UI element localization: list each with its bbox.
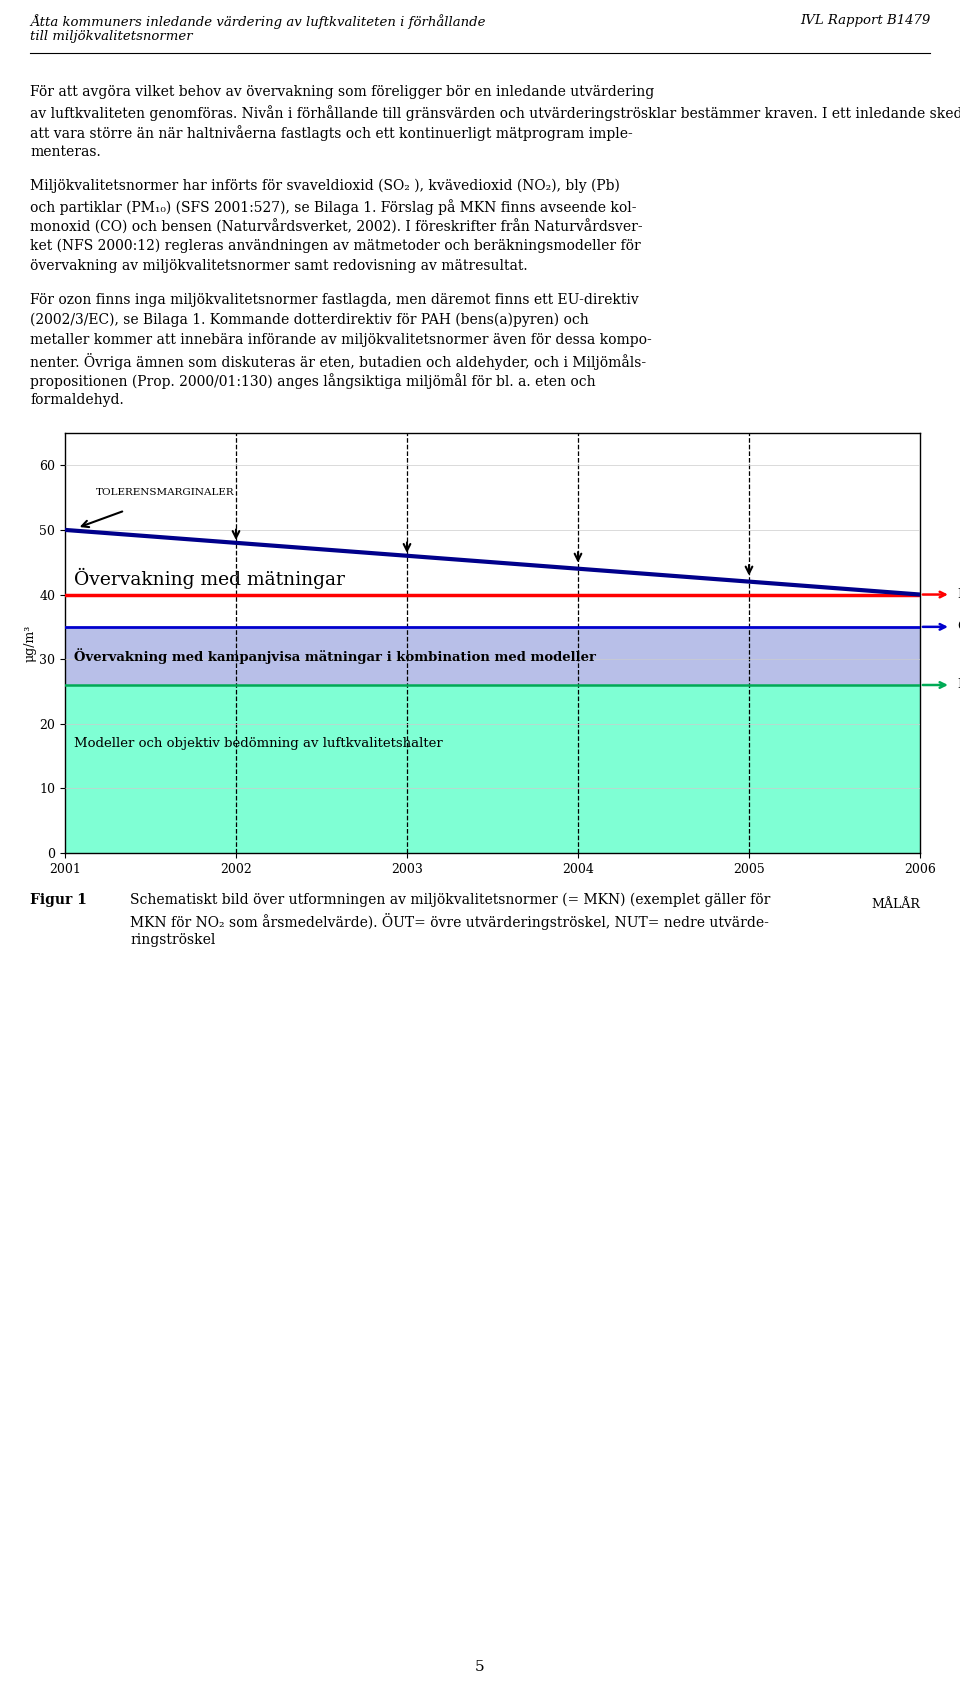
Text: (2002/3/EC), se Bilaga 1. Kommande dotterdirektiv för PAH (bens(a)pyren) och: (2002/3/EC), se Bilaga 1. Kommande dotte… (30, 314, 588, 327)
Text: ringströskel: ringströskel (130, 933, 215, 946)
Text: Åtta kommuners inledande värdering av luftkvaliteten i förhållande: Åtta kommuners inledande värdering av lu… (30, 14, 486, 29)
Text: menteras.: menteras. (30, 144, 101, 159)
Y-axis label: μg/m³: μg/m³ (23, 624, 36, 661)
Text: NUT: NUT (958, 678, 960, 692)
Text: till miljökvalitetsnormer: till miljökvalitetsnormer (30, 31, 193, 42)
Text: Modeller och objektiv bedömning av luftkvalitetshalter: Modeller och objektiv bedömning av luftk… (74, 736, 443, 750)
Text: För att avgöra vilket behov av övervakning som föreligger bör en inledande utvär: För att avgöra vilket behov av övervakni… (30, 85, 655, 98)
Text: ket (NFS 2000:12) regleras användningen av mätmetoder och beräkningsmodeller för: ket (NFS 2000:12) regleras användningen … (30, 239, 640, 253)
Text: Miljökvalitetsnormer har införts för svaveldioxid (SO₂ ), kvävedioxid (NO₂), bly: Miljökvalitetsnormer har införts för sva… (30, 180, 620, 193)
Text: IVL Rapport B1479: IVL Rapport B1479 (800, 14, 930, 27)
Text: MÅLÅR: MÅLÅR (871, 899, 920, 911)
Text: Figur 1: Figur 1 (30, 894, 86, 907)
Text: TOLERENSMARGINALER: TOLERENSMARGINALER (96, 488, 234, 497)
Text: metaller kommer att innebära införande av miljökvalitetsnormer även för dessa ko: metaller kommer att innebära införande a… (30, 332, 652, 348)
Text: 5: 5 (475, 1660, 485, 1674)
Text: av luftkvaliteten genomföras. Nivån i förhållande till gränsvärden och utvärderi: av luftkvaliteten genomföras. Nivån i fö… (30, 105, 960, 120)
Text: nenter. Övriga ämnen som diskuteras är eten, butadien och aldehyder, och i Miljö: nenter. Övriga ämnen som diskuteras är e… (30, 353, 646, 370)
Text: propositionen (Prop. 2000/01:130) anges långsiktiga miljömål för bl. a. eten och: propositionen (Prop. 2000/01:130) anges … (30, 373, 595, 388)
Text: Övervakning med kampanjvisa mätningar i kombination med modeller: Övervakning med kampanjvisa mätningar i … (74, 648, 595, 663)
Text: att vara större än när haltnivåerna fastlagts och ett kontinuerligt mätprogram i: att vara större än när haltnivåerna fast… (30, 126, 633, 141)
Text: och partiklar (PM₁₀) (SFS 2001:527), se Bilaga 1. Förslag på MKN finns avseende : och partiklar (PM₁₀) (SFS 2001:527), se … (30, 198, 636, 215)
Text: formaldehyd.: formaldehyd. (30, 393, 124, 407)
Text: monoxid (CO) och bensen (Naturvårdsverket, 2002). I föreskrifter från Naturvårds: monoxid (CO) och bensen (Naturvårdsverke… (30, 219, 642, 234)
Text: MKN: MKN (958, 589, 960, 600)
Text: ÖUT: ÖUT (958, 621, 960, 633)
Text: Schematiskt bild över utformningen av miljökvalitetsnormer (= MKN) (exemplet gäl: Schematiskt bild över utformningen av mi… (130, 894, 770, 907)
Text: övervakning av miljökvalitetsnormer samt redovisning av mätresultat.: övervakning av miljökvalitetsnormer samt… (30, 259, 528, 273)
Text: MKN för NO₂ som årsmedelvärde). ÖUT= övre utvärderingströskel, NUT= nedre utvärd: MKN för NO₂ som årsmedelvärde). ÖUT= övr… (130, 912, 769, 929)
Text: För ozon finns inga miljökvalitetsnormer fastlagda, men däremot finns ett EU-dir: För ozon finns inga miljökvalitetsnormer… (30, 293, 638, 307)
Text: Övervakning med mätningar: Övervakning med mätningar (74, 568, 345, 589)
